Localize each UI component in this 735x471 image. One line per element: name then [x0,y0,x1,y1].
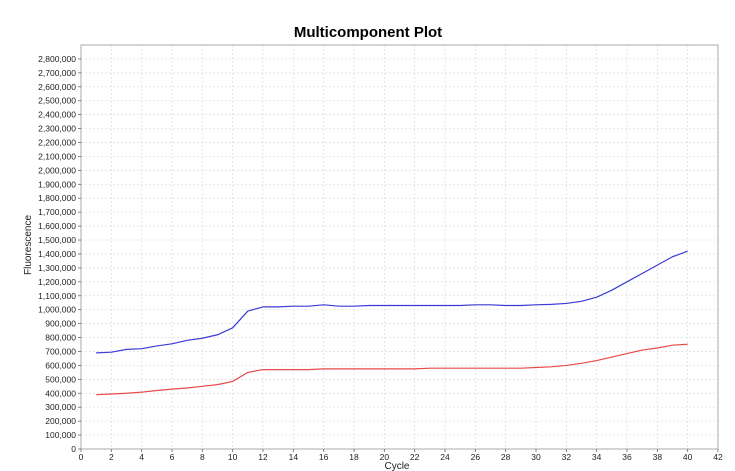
y-tick-label: 1,200,000 [38,277,76,287]
x-tick-label: 42 [713,452,723,462]
x-tick-label: 30 [531,452,541,462]
x-tick-label: 38 [653,452,663,462]
x-tick-label: 22 [410,452,420,462]
x-tick-label: 32 [562,452,572,462]
y-tick-label: 900,000 [45,319,76,329]
y-tick-label: 1,100,000 [38,291,76,301]
y-tick-label: 1,700,000 [38,207,76,217]
x-tick-label: 2 [109,452,114,462]
y-tick-label: 1,000,000 [38,305,76,315]
y-tick-label: 2,100,000 [38,151,76,161]
y-tick-label: 200,000 [45,416,76,426]
y-tick-label: 500,000 [45,374,76,384]
x-tick-label: 14 [289,452,299,462]
y-tick-label: 800,000 [45,333,76,343]
y-tick-label: 1,500,000 [38,235,76,245]
y-tick-label: 0 [71,444,76,454]
x-tick-label: 40 [683,452,693,462]
chart-title: Multicomponent Plot [294,24,442,41]
y-axis-label: Fluorescence [23,215,34,275]
y-tick-label: 1,300,000 [38,263,76,273]
y-tick-label: 1,800,000 [38,193,76,203]
plot-area [80,44,719,450]
series-line-2 [96,343,688,396]
y-tick-label: 2,400,000 [38,110,76,120]
x-tick-label: 20 [380,452,390,462]
y-tick-label: 2,300,000 [38,124,76,134]
x-tick-label: 8 [200,452,205,462]
x-tick-label: 34 [592,452,602,462]
y-tick-label: 2,800,000 [38,54,76,64]
y-tick-label: 1,600,000 [38,221,76,231]
y-tick-label: 600,000 [45,360,76,370]
y-tick-label: 2,200,000 [38,138,76,148]
y-tick-label: 1,900,000 [38,179,76,189]
y-tick-label: 2,500,000 [38,96,76,106]
x-tick-label: 36 [622,452,632,462]
x-tick-label: 10 [228,452,238,462]
y-tick-label: 400,000 [45,388,76,398]
y-tick-label: 2,000,000 [38,165,76,175]
x-tick-label: 18 [349,452,359,462]
x-tick-label: 0 [79,452,84,462]
x-tick-label: 16 [319,452,329,462]
x-axis-label: Cycle [384,461,409,471]
series-layer [96,250,688,396]
series-line-1 [96,250,688,354]
y-tick-label: 2,600,000 [38,82,76,92]
y-tick-label: 100,000 [45,430,76,440]
y-tick-label: 300,000 [45,402,76,412]
x-tick-label: 12 [258,452,268,462]
y-tick-label: 2,700,000 [38,68,76,78]
x-tick-label: 24 [440,452,450,462]
x-tick-label: 6 [170,452,175,462]
x-tick-label: 4 [139,452,144,462]
x-tick-label: 28 [501,452,511,462]
y-tick-label: 700,000 [45,346,76,356]
x-tick-label: 26 [471,452,481,462]
grid-lines [81,45,718,449]
y-tick-label: 1,400,000 [38,249,76,259]
axes: 0 2 4 6 8 10 12 14 16 18 20 22 24 26 28 30 32 34 36 38 40 420… [38,54,723,462]
